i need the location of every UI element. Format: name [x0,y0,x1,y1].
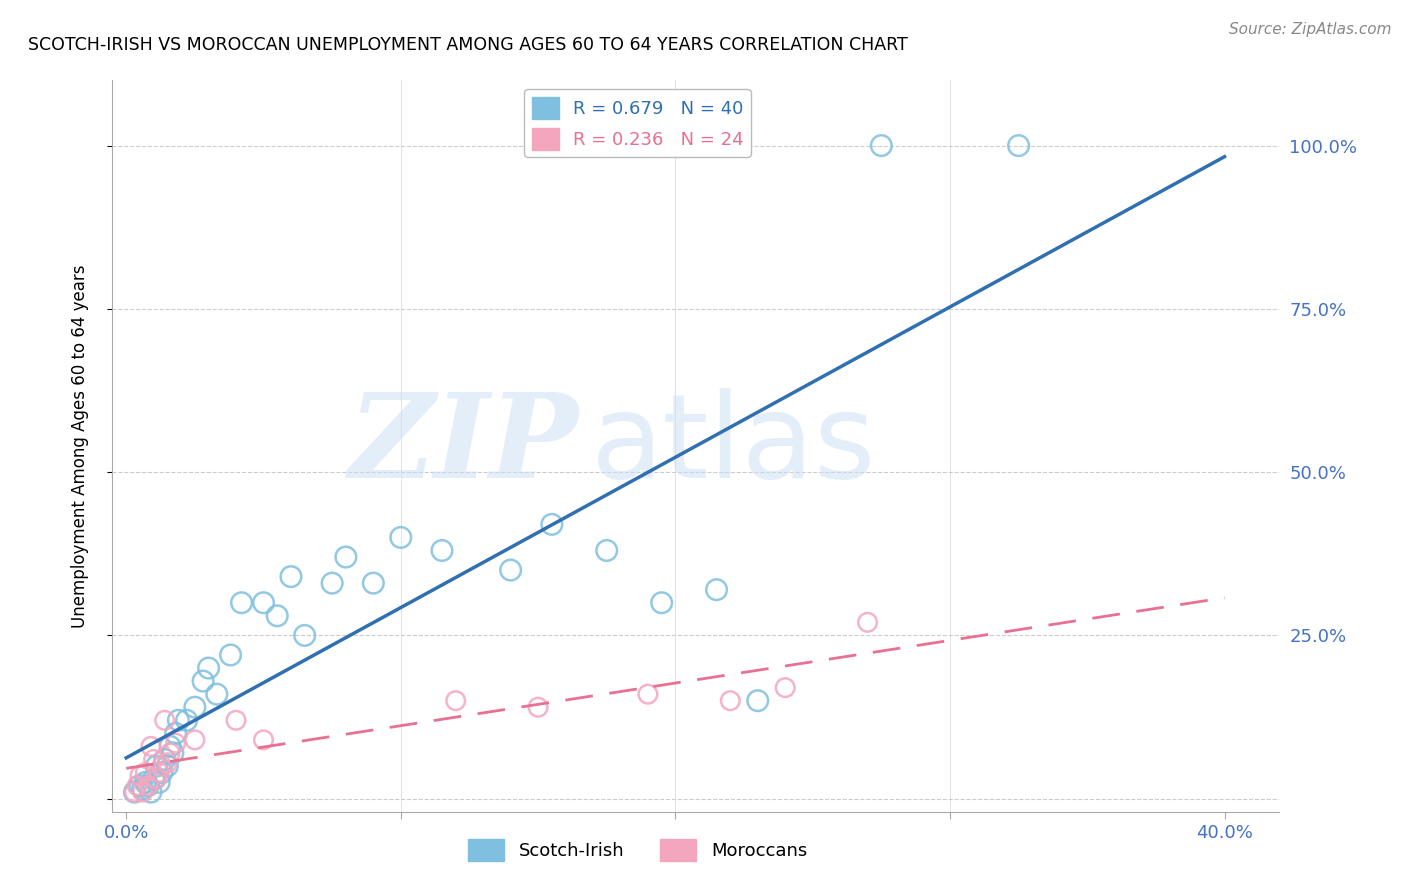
Point [134,775,156,789]
Point [167,714,190,728]
Point [191,674,214,689]
Point [280,569,302,583]
Point [252,732,274,747]
Point [145,759,167,773]
Point [139,785,162,799]
Point [856,615,879,630]
Point [131,785,153,799]
Point [184,732,207,747]
Point [335,549,357,564]
Point [136,779,159,793]
Point [153,714,176,728]
Point [127,779,149,793]
Point [165,726,187,740]
Point [540,517,562,532]
Point [131,781,153,796]
Point [747,694,769,708]
Point [706,582,728,597]
Point [159,746,181,760]
Point [499,563,522,577]
Point [266,608,288,623]
Point [145,772,167,786]
Point [129,769,152,783]
Text: atlas: atlas [591,389,876,503]
Point [444,694,467,708]
Point [142,772,165,786]
Point [231,596,253,610]
Point [294,628,316,642]
Point [430,543,453,558]
Point [321,576,343,591]
Point [718,694,741,708]
Text: Source: ZipAtlas.com: Source: ZipAtlas.com [1229,22,1392,37]
Point [156,759,179,773]
Point [148,765,170,780]
Point [389,530,412,544]
Point [142,752,165,766]
Point [156,756,179,770]
Point [124,785,146,799]
Point [637,687,659,701]
Legend: Scotch-Irish, Moroccans: Scotch-Irish, Moroccans [461,832,814,869]
Point [129,779,152,793]
Text: SCOTCH-IRISH VS MOROCCAN UNEMPLOYMENT AMONG AGES 60 TO 64 YEARS CORRELATION CHAR: SCOTCH-IRISH VS MOROCCAN UNEMPLOYMENT AM… [28,36,908,54]
Point [150,765,173,780]
Point [134,765,156,780]
Y-axis label: Unemployment Among Ages 60 to 64 years: Unemployment Among Ages 60 to 64 years [70,264,89,628]
Point [139,739,162,754]
Point [136,779,159,793]
Point [150,759,173,773]
Point [159,739,181,754]
Point [252,596,274,610]
Point [219,648,242,662]
Point [1007,138,1029,153]
Point [363,576,385,591]
Point [148,775,170,789]
Point [162,746,184,760]
Point [773,681,796,695]
Point [124,785,146,799]
Point [651,596,673,610]
Text: ZIP: ZIP [349,389,579,503]
Point [197,661,219,675]
Point [165,736,187,750]
Point [205,687,228,701]
Point [184,700,207,714]
Point [225,714,247,728]
Point [596,543,619,558]
Point [176,714,198,728]
Point [153,752,176,766]
Point [870,138,893,153]
Point [527,700,550,714]
